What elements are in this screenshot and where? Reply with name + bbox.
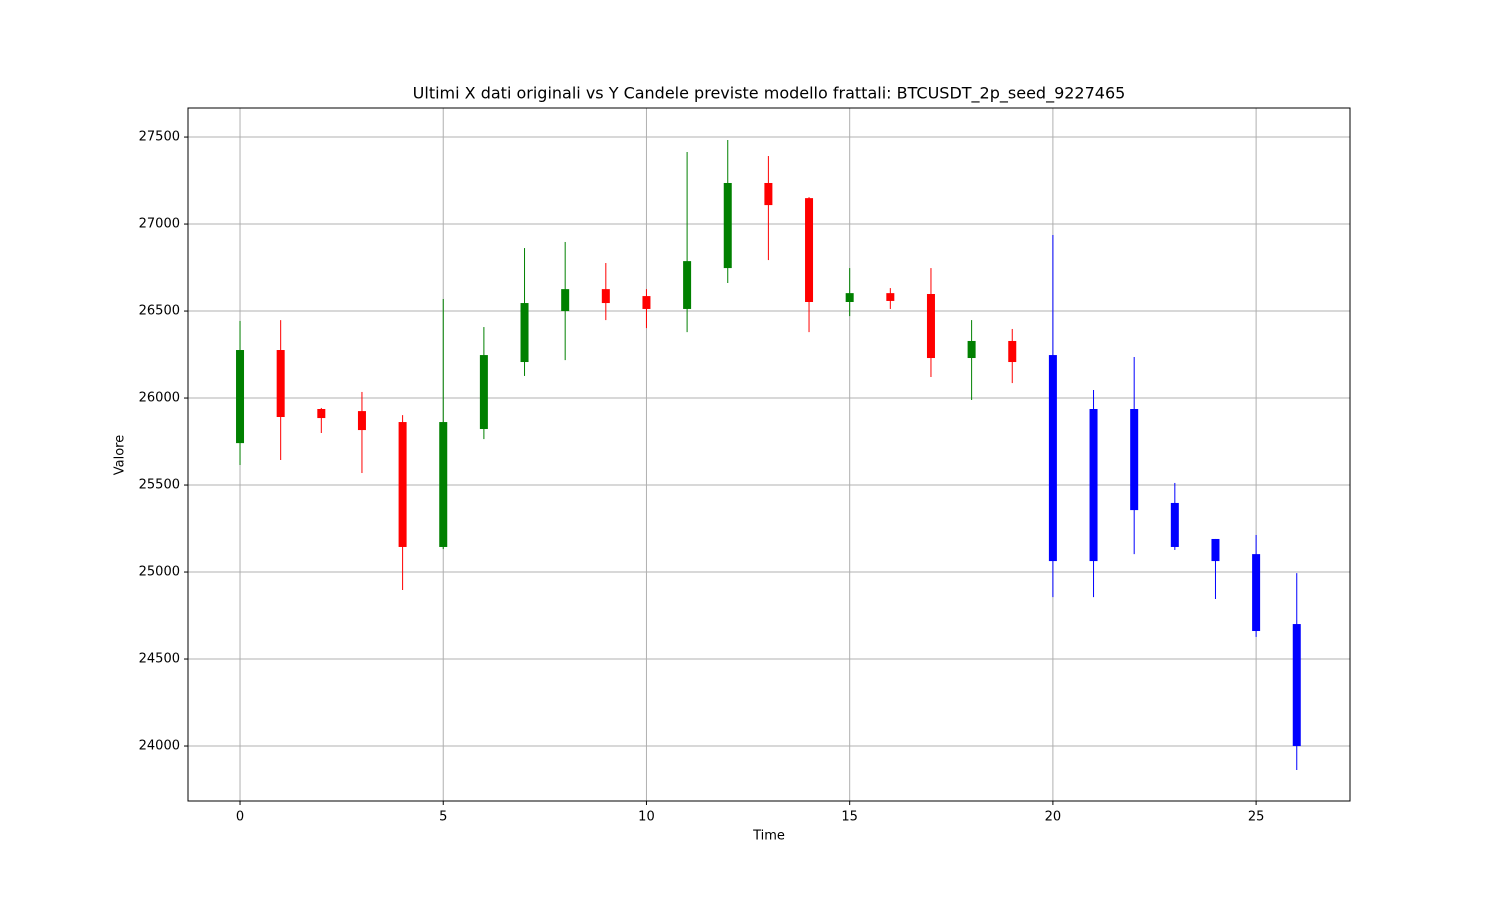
- x-tick-label: 5: [439, 810, 447, 825]
- y-tick-label: 25000: [139, 565, 180, 580]
- candle-body: [723, 182, 732, 269]
- candle-body: [805, 198, 814, 302]
- x-tick-label: 15: [841, 810, 858, 825]
- y-tick-label: 24500: [139, 652, 180, 667]
- y-tick-label: 27000: [139, 217, 180, 232]
- candle-body: [642, 296, 651, 309]
- plot-frame: [187, 107, 1351, 802]
- candle-body: [439, 422, 448, 547]
- y-tick-label: 26000: [139, 391, 180, 406]
- candle-body: [1048, 355, 1057, 562]
- candle-body: [317, 409, 326, 419]
- y-tick-label: 25500: [139, 478, 180, 493]
- chart-title: Ultimi X dati originali vs Y Candele pre…: [413, 84, 1126, 104]
- candle-body: [1211, 538, 1220, 562]
- candle-body: [764, 182, 773, 206]
- candle-body: [1130, 409, 1139, 511]
- candle-body: [1252, 554, 1261, 632]
- y-tick-label: 24000: [139, 739, 180, 754]
- candle-body: [520, 303, 529, 363]
- candle-body: [1292, 624, 1301, 747]
- candle-body: [1170, 502, 1179, 547]
- candle-body: [886, 293, 895, 301]
- candle-body: [926, 293, 935, 359]
- candle-body: [683, 261, 692, 309]
- candle-body: [845, 293, 854, 302]
- x-tick-label: 0: [236, 810, 244, 825]
- candle-body: [601, 289, 610, 304]
- x-tick-label: 10: [638, 810, 655, 825]
- candle-body: [1008, 340, 1017, 363]
- candle-body: [357, 411, 366, 431]
- x-tick-label: 25: [1248, 810, 1265, 825]
- x-tick-label: 20: [1045, 810, 1062, 825]
- candle-body: [276, 350, 285, 418]
- y-tick-label: 27500: [139, 130, 180, 145]
- y-tick-label: 26500: [139, 304, 180, 319]
- candle-body: [967, 340, 976, 359]
- candle-body: [479, 355, 488, 430]
- candle-body: [236, 350, 245, 444]
- candle-body: [561, 289, 570, 312]
- candle-body: [1089, 409, 1098, 562]
- x-axis-label: Time: [752, 829, 785, 844]
- candle-body: [398, 422, 407, 547]
- y-axis-label: Valore: [113, 435, 128, 475]
